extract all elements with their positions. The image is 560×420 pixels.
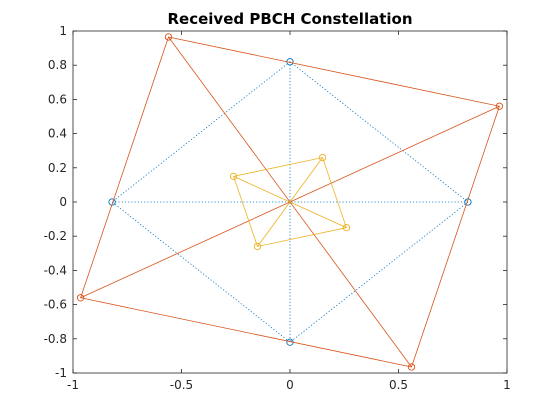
y-tick-label: -1 — [55, 366, 67, 380]
y-tick-label: 0 — [59, 195, 67, 209]
y-tick-label: 0.8 — [48, 58, 67, 72]
plot-area — [76, 33, 504, 371]
series-2-point-0 — [229, 172, 238, 181]
y-tick-label: -0.2 — [44, 229, 67, 243]
y-tick-label: 0.6 — [48, 92, 67, 106]
y-tick-label: -0.4 — [44, 263, 67, 277]
x-tick-label: -1 — [67, 378, 79, 392]
series-2-diagonal — [257, 157, 323, 247]
axes-box — [72, 30, 508, 374]
x-tick-label: 1 — [503, 378, 511, 392]
x-tick-label: 0.5 — [389, 378, 408, 392]
y-tick-label: -0.8 — [44, 332, 67, 346]
series-2-point-3 — [253, 242, 262, 251]
series-2 — [229, 153, 351, 251]
series-1-point-1 — [495, 102, 504, 110]
series-1-point-2 — [407, 363, 416, 371]
series-1-point-0 — [164, 33, 173, 41]
series-2-point-1 — [318, 153, 327, 162]
series-2-point-2 — [342, 223, 351, 232]
x-tick-label: 0 — [286, 378, 294, 392]
series-0-outline — [111, 61, 469, 343]
series-1-point-3 — [76, 294, 85, 302]
y-tick-label: 0.4 — [48, 127, 67, 141]
y-tick-label: -0.6 — [44, 298, 67, 312]
y-tick-label: 0.2 — [48, 161, 67, 175]
chart-title: Received PBCH Constellation — [167, 10, 412, 28]
y-tick-label: 1 — [59, 24, 67, 38]
x-tick-label: -0.5 — [170, 378, 193, 392]
